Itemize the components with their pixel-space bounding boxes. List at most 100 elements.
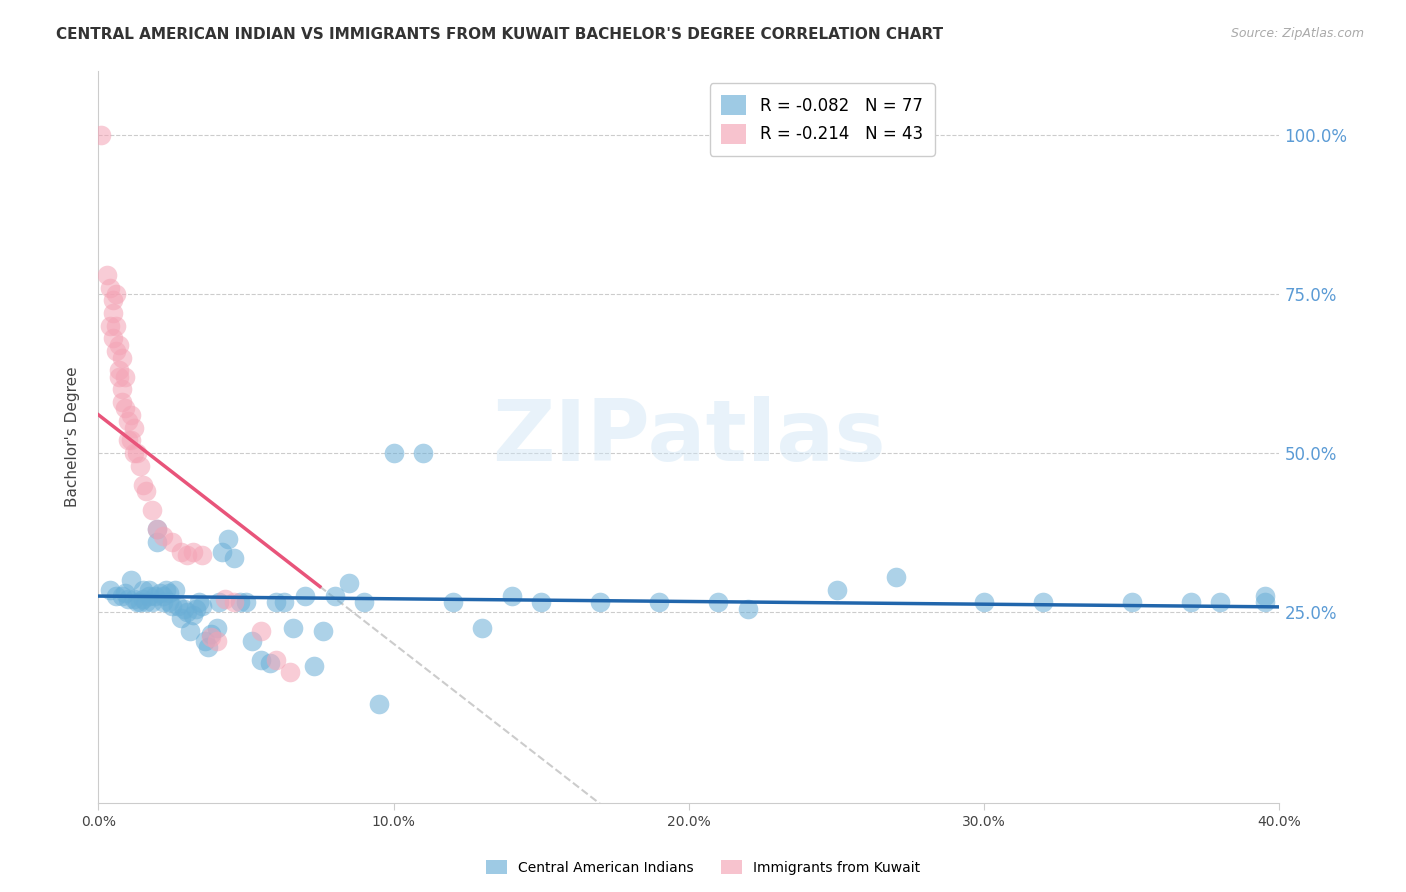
Point xyxy=(105,589,128,603)
Point xyxy=(312,624,335,638)
Point xyxy=(200,631,222,645)
Point xyxy=(132,592,155,607)
Point xyxy=(530,595,553,609)
Text: Source: ZipAtlas.com: Source: ZipAtlas.com xyxy=(1230,27,1364,40)
Point xyxy=(200,627,222,641)
Point xyxy=(111,589,134,603)
Point xyxy=(283,621,305,635)
Point xyxy=(825,582,848,597)
Point xyxy=(224,550,246,565)
Text: ZIPatlas: ZIPatlas xyxy=(492,395,886,479)
Legend: Central American Indians, Immigrants from Kuwait: Central American Indians, Immigrants fro… xyxy=(481,855,925,880)
Point xyxy=(165,582,187,597)
Point xyxy=(149,586,172,600)
Point xyxy=(250,653,273,667)
Point xyxy=(105,287,128,301)
Point xyxy=(323,589,346,603)
Point xyxy=(122,592,145,607)
Point xyxy=(501,589,523,603)
Point xyxy=(176,605,198,619)
Point xyxy=(108,363,131,377)
Point xyxy=(117,434,139,448)
Point xyxy=(1121,595,1143,609)
Point xyxy=(181,608,204,623)
Point xyxy=(138,589,160,603)
Point xyxy=(382,446,405,460)
Point xyxy=(187,595,209,609)
Point xyxy=(173,602,195,616)
Point xyxy=(117,592,139,607)
Point xyxy=(589,595,612,609)
Point xyxy=(368,697,391,711)
Point xyxy=(125,446,148,460)
Point xyxy=(648,595,671,609)
Point xyxy=(208,595,231,609)
Point xyxy=(98,582,121,597)
Point xyxy=(114,401,136,416)
Point xyxy=(197,640,219,654)
Point xyxy=(162,535,183,549)
Point xyxy=(412,446,434,460)
Point xyxy=(122,420,145,434)
Point xyxy=(120,408,142,422)
Point xyxy=(98,280,121,294)
Point xyxy=(141,595,163,609)
Point xyxy=(211,544,233,558)
Point xyxy=(114,586,136,600)
Point xyxy=(170,544,193,558)
Point xyxy=(152,589,174,603)
Point xyxy=(111,351,134,365)
Point xyxy=(339,576,360,591)
Point xyxy=(224,595,246,609)
Point xyxy=(214,592,236,607)
Point xyxy=(125,595,148,609)
Point xyxy=(114,369,136,384)
Point xyxy=(167,599,190,613)
Text: CENTRAL AMERICAN INDIAN VS IMMIGRANTS FROM KUWAIT BACHELOR'S DEGREE CORRELATION : CENTRAL AMERICAN INDIAN VS IMMIGRANTS FR… xyxy=(56,27,943,42)
Legend: R = -0.082   N = 77, R = -0.214   N = 43: R = -0.082 N = 77, R = -0.214 N = 43 xyxy=(710,83,935,156)
Point xyxy=(176,548,198,562)
Point xyxy=(152,595,174,609)
Point xyxy=(181,544,204,558)
Point xyxy=(1032,595,1054,609)
Point xyxy=(108,338,131,352)
Point xyxy=(120,434,142,448)
Point xyxy=(96,268,118,282)
Point xyxy=(191,548,214,562)
Point xyxy=(155,582,177,597)
Point xyxy=(120,573,142,587)
Point xyxy=(98,318,121,333)
Point xyxy=(90,128,112,142)
Point xyxy=(103,331,125,345)
Point xyxy=(240,633,263,648)
Point xyxy=(146,522,169,536)
Point xyxy=(973,595,995,609)
Point xyxy=(229,595,252,609)
Point xyxy=(141,503,163,517)
Point xyxy=(707,595,730,609)
Point xyxy=(264,595,287,609)
Point xyxy=(217,532,239,546)
Point xyxy=(278,665,302,680)
Point xyxy=(103,293,125,308)
Point xyxy=(294,589,316,603)
Point xyxy=(205,621,228,635)
Point xyxy=(128,595,150,609)
Point xyxy=(122,446,145,460)
Point xyxy=(264,653,287,667)
Point xyxy=(302,659,325,673)
Point xyxy=(135,595,157,609)
Point xyxy=(103,306,125,320)
Point xyxy=(111,395,134,409)
Point xyxy=(250,624,273,638)
Point xyxy=(1209,595,1232,609)
Point xyxy=(157,595,180,609)
Point xyxy=(179,624,201,638)
Point xyxy=(146,522,169,536)
Point xyxy=(132,582,155,597)
Point xyxy=(184,602,207,616)
Point xyxy=(108,369,131,384)
Point xyxy=(143,589,166,603)
Point xyxy=(235,595,257,609)
Point xyxy=(205,633,228,648)
